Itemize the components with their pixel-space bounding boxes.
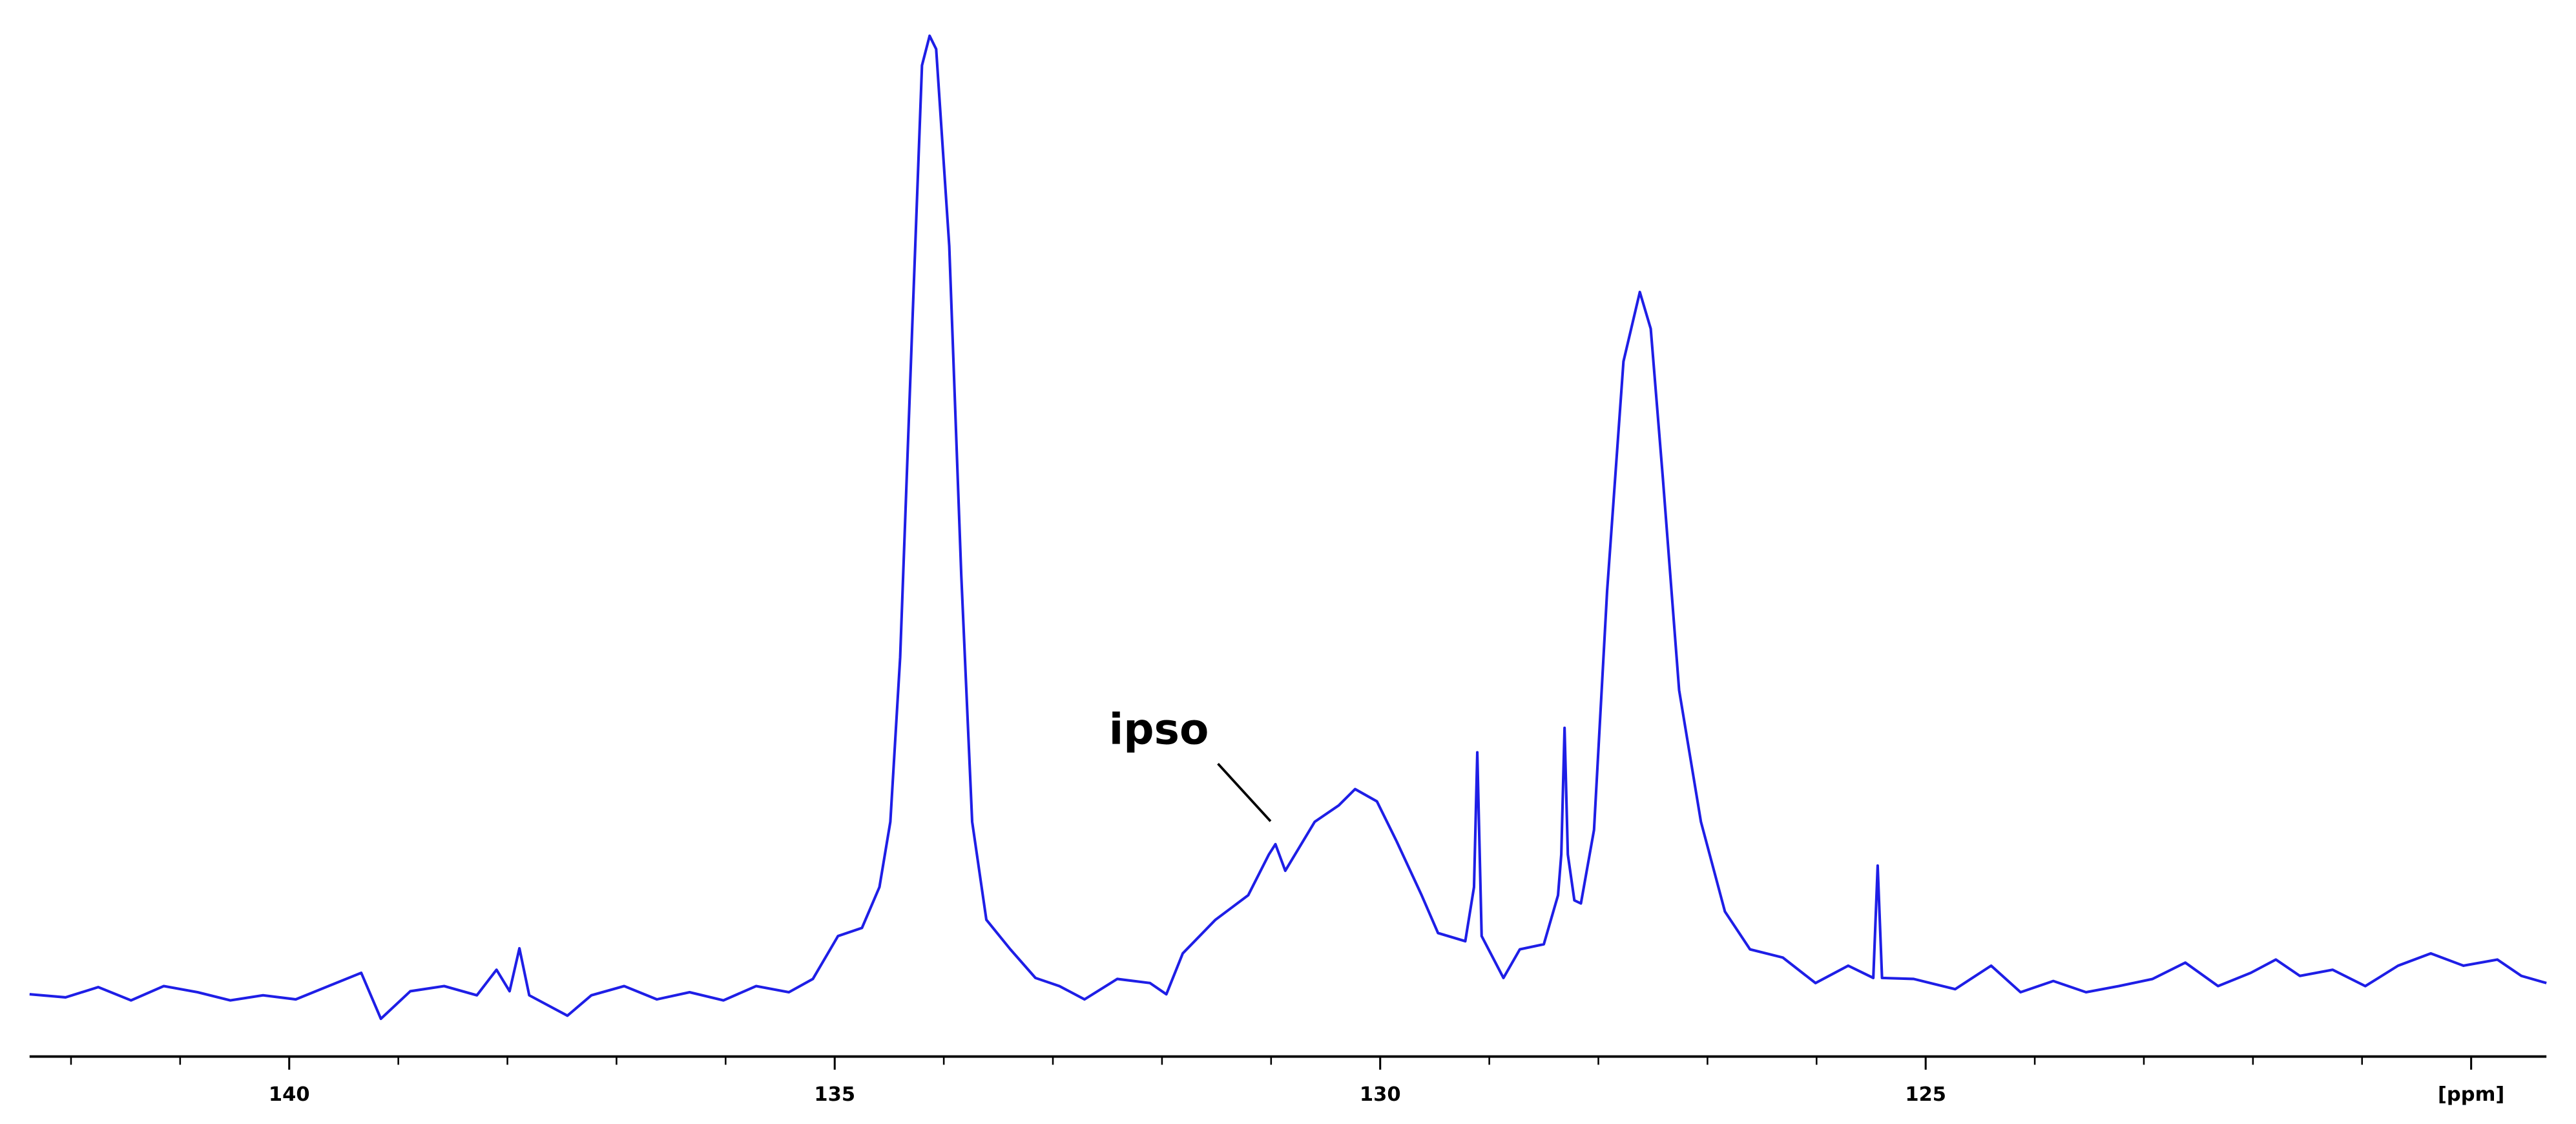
annotation-label: ipso — [1109, 705, 1209, 755]
x-tick-label: [ppm] — [2438, 1083, 2504, 1106]
annotation-pointer — [1217, 762, 1272, 822]
x-tick-label: 130 — [1360, 1083, 1401, 1106]
x-tick-label: 135 — [814, 1083, 855, 1106]
x-tick-label: 125 — [1905, 1083, 1946, 1106]
spectrum-line — [29, 34, 2547, 1021]
x-tick-label: 140 — [269, 1083, 310, 1106]
